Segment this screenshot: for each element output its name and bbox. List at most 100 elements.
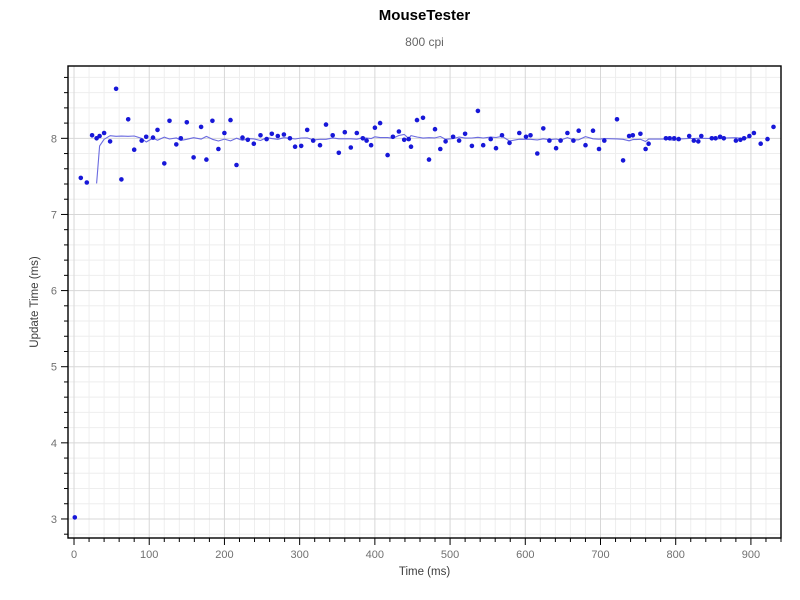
- data-point: [596, 146, 602, 152]
- data-point: [475, 108, 481, 114]
- data-point: [432, 126, 438, 132]
- data-point: [336, 150, 342, 156]
- data-point: [614, 117, 620, 122]
- y-tick-label: 8: [51, 133, 57, 145]
- data-point: [480, 142, 486, 148]
- y-tick-label: 3: [51, 514, 57, 526]
- data-point: [131, 147, 137, 152]
- data-point: [298, 143, 304, 149]
- data-point: [646, 141, 651, 146]
- data-point: [167, 118, 172, 124]
- data-point: [547, 138, 552, 143]
- data-point: [643, 146, 648, 152]
- x-tick-label: 500: [441, 549, 459, 561]
- data-point: [571, 138, 576, 143]
- data-point: [210, 118, 215, 124]
- data-point: [638, 131, 643, 137]
- data-point: [72, 515, 78, 520]
- plot-border: [67, 65, 782, 539]
- data-point: [184, 120, 190, 125]
- data-point: [348, 145, 354, 150]
- data-point: [771, 124, 776, 130]
- axis-ticks: [61, 76, 782, 545]
- data-point: [258, 133, 263, 138]
- data-point: [676, 136, 681, 142]
- data-point: [317, 142, 323, 148]
- data-point: [113, 86, 119, 92]
- data-point: [528, 133, 533, 138]
- data-point: [602, 138, 607, 143]
- x-tick-label: 700: [591, 549, 609, 561]
- data-point: [488, 136, 494, 142]
- data-point: [408, 144, 414, 149]
- data-point: [330, 133, 336, 138]
- data-point: [216, 146, 221, 152]
- data-point: [377, 120, 383, 126]
- data-point: [758, 141, 763, 146]
- data-point: [414, 117, 420, 123]
- data-point: [364, 138, 369, 143]
- chart-title: MouseTester: [378, 7, 471, 24]
- data-point: [741, 136, 747, 141]
- data-point: [89, 133, 95, 138]
- data-point: [385, 152, 390, 158]
- data-point: [565, 130, 570, 136]
- data-point: [747, 133, 752, 139]
- data-point: [150, 135, 156, 140]
- data-point: [523, 134, 529, 140]
- data-point: [438, 146, 443, 152]
- data-point: [462, 131, 468, 137]
- data-point: [368, 142, 374, 148]
- data-point: [517, 130, 522, 136]
- data-point: [323, 122, 329, 127]
- data-point: [493, 145, 499, 151]
- data-point: [139, 138, 144, 143]
- x-tick-label: 800: [667, 549, 685, 561]
- data-point: [281, 132, 287, 137]
- data-point: [119, 177, 124, 182]
- data-point: [469, 143, 475, 149]
- data-point: [751, 130, 757, 136]
- data-point: [733, 138, 739, 143]
- data-point: [553, 145, 559, 151]
- data-point: [360, 136, 366, 141]
- data-point: [372, 125, 378, 130]
- data-point: [125, 117, 131, 122]
- x-tick-label: 0: [71, 549, 77, 561]
- data-point: [234, 162, 239, 168]
- data-point: [143, 134, 149, 140]
- plot-area-border: [67, 65, 782, 539]
- data-point: [576, 128, 581, 133]
- y-tick-label: 7: [51, 209, 57, 221]
- data-point: [499, 133, 505, 138]
- major-gridlines: [68, 66, 781, 538]
- data-point: [390, 134, 396, 140]
- x-tick-label: 100: [140, 549, 158, 561]
- data-point: [426, 157, 432, 162]
- data-point: [765, 136, 770, 142]
- data-point: [721, 136, 727, 141]
- data-point: [240, 135, 245, 140]
- y-axis-title: Update Time (ms): [29, 256, 41, 348]
- data-point: [204, 157, 209, 162]
- data-point: [691, 138, 697, 143]
- data-point: [738, 137, 743, 143]
- tick-labels: 0 100 200 300 400 500 600 700 800 900 3 4 5 6 7 8: [51, 133, 760, 561]
- x-tick-label: 400: [366, 549, 384, 561]
- data-point: [107, 139, 113, 144]
- data-point: [287, 136, 293, 141]
- data-point: [699, 133, 704, 139]
- data-point: [191, 155, 196, 160]
- x-tick-label: 600: [516, 549, 534, 561]
- data-point: [671, 136, 677, 141]
- y-tick-label: 4: [51, 438, 57, 450]
- data-point: [97, 133, 102, 139]
- data-point: [198, 124, 204, 130]
- data-point: [696, 139, 701, 144]
- data-point: [713, 136, 718, 141]
- data-point: [507, 140, 512, 146]
- data-point: [443, 139, 448, 144]
- x-tick-label: 200: [215, 549, 233, 561]
